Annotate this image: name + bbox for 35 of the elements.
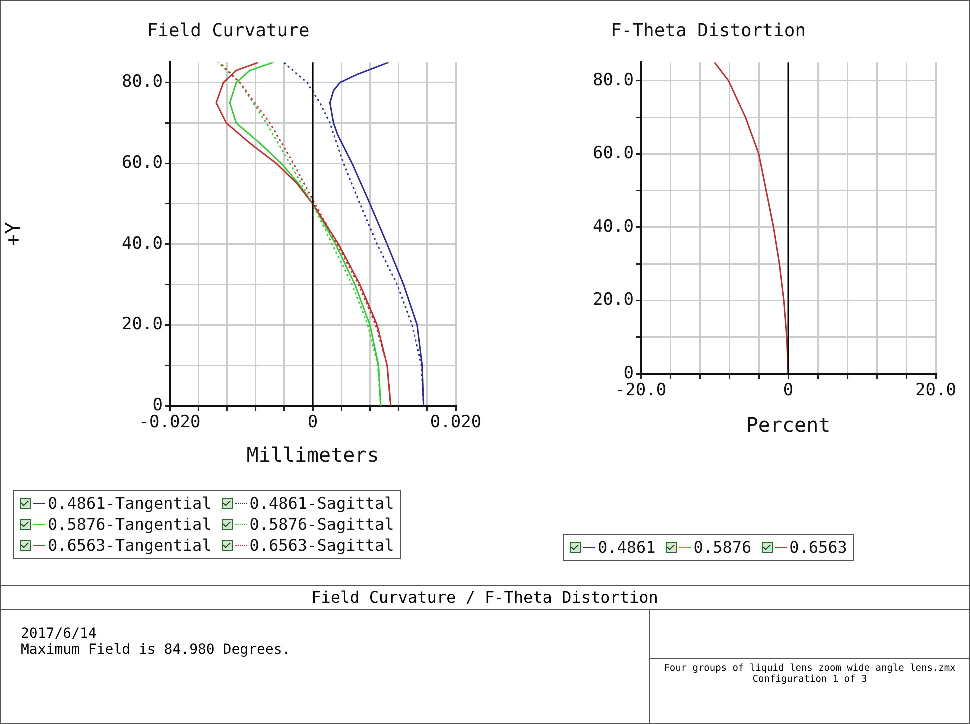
text: Field Curvature / F-Theta Distortion	[1, 586, 969, 610]
x-tick-label: 0	[308, 412, 318, 433]
legend-label: 0.6563	[790, 538, 848, 557]
legend-label: 0.4861-Sagittal	[250, 494, 394, 513]
y-tick-label: 0	[624, 363, 634, 384]
text: Four groups of liquid lens zoom wide angle lens.zmx	[663, 663, 957, 674]
text: Maximum Field is 84.980 Degrees.	[21, 642, 291, 658]
legend-label: 0.6563-Tangential	[48, 536, 212, 555]
x-axis-title: Millimeters	[246, 443, 380, 468]
chart-title: F-Theta Distortion	[610, 20, 806, 42]
text: Configuration 1 of 3	[752, 674, 868, 685]
y-tick-label: 20.0	[593, 290, 634, 310]
y-tick-label: 80.0	[593, 70, 634, 90]
x-tick-label: 20.0	[916, 380, 956, 401]
legend-label: 0.4861-Tangential	[48, 494, 212, 513]
y-tick-label: 60.0	[593, 144, 634, 164]
legend-label: 0.6563-Sagittal	[250, 536, 394, 555]
legend-label: 0.4861	[598, 538, 656, 557]
y-axis-title: +Y	[1, 222, 26, 246]
y-tick-label: 80.0	[122, 72, 163, 92]
y-tick-label: 0	[152, 395, 163, 416]
legend-label: 0.5876-Tangential	[48, 515, 212, 534]
x-tick-label: 0.020	[430, 412, 482, 433]
legend-label: 0.5876	[694, 538, 752, 557]
y-tick-label: 40.0	[593, 216, 634, 237]
text: 2017/6/14	[21, 626, 98, 642]
x-axis-title: Percent	[746, 413, 831, 438]
y-tick-label: 20.0	[122, 314, 163, 335]
y-tick-label: 40.0	[122, 234, 163, 254]
chart-title: Field Curvature	[147, 20, 310, 42]
y-tick-label: 60.0	[122, 153, 163, 174]
x-tick-label: 0	[783, 380, 794, 401]
x-tick-label: -20.0	[615, 380, 667, 401]
legend-label: 0.5876-Sagittal	[250, 515, 394, 534]
x-tick-label: -0.020	[139, 412, 201, 433]
